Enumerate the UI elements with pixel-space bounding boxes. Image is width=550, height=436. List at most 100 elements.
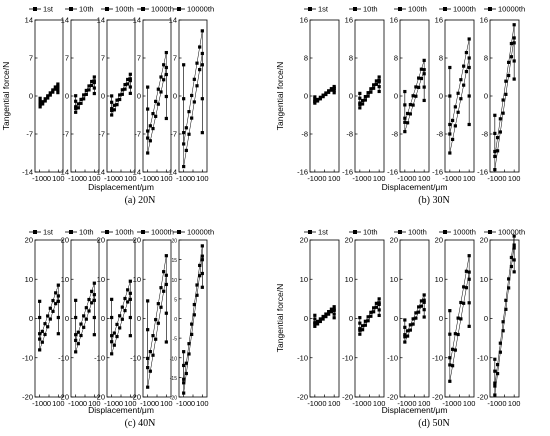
x-tick-label: -100 xyxy=(307,399,322,408)
data-point xyxy=(377,78,381,83)
data-point xyxy=(79,322,83,326)
y-axis-label: Tangential force/N xyxy=(275,62,285,131)
data-point xyxy=(422,308,426,312)
y-tick-label: 7 xyxy=(101,54,105,63)
data-point xyxy=(164,72,168,77)
x-tick-label: 100 xyxy=(124,399,137,408)
data-point xyxy=(501,111,505,115)
data-point xyxy=(38,337,42,341)
legend-label: 1000th xyxy=(151,5,174,14)
data-point xyxy=(159,286,163,290)
y-tick-label: -10 xyxy=(170,356,177,362)
figure-caption: (c) 40N xyxy=(125,418,156,429)
data-point xyxy=(493,149,497,154)
data-point xyxy=(453,105,457,109)
legend-marker xyxy=(69,230,73,234)
data-point xyxy=(408,112,412,116)
data-point xyxy=(79,101,83,105)
data-point xyxy=(493,131,497,136)
x-tick-label: 0 xyxy=(367,174,371,183)
data-point xyxy=(110,100,114,104)
data-point xyxy=(360,324,365,328)
data-point xyxy=(164,65,168,70)
data-point xyxy=(448,132,452,136)
data-point xyxy=(74,298,78,302)
y-tick-label: -7 xyxy=(26,130,33,139)
data-point xyxy=(495,372,500,376)
data-point xyxy=(82,97,86,101)
data-point xyxy=(512,270,516,274)
x-tick-label: 100 xyxy=(196,174,209,183)
x-tick-label: 100 xyxy=(88,174,101,183)
data-point xyxy=(187,132,191,136)
data-point xyxy=(40,329,44,333)
y-tick-label: -20 xyxy=(387,393,398,402)
data-point xyxy=(123,83,127,87)
data-point xyxy=(377,89,381,94)
data-point xyxy=(403,340,407,344)
y-tick-label: 14 xyxy=(61,16,69,25)
data-point xyxy=(403,89,407,94)
data-point xyxy=(56,84,60,88)
y-axis-label: Tangential force/N xyxy=(275,284,285,353)
data-point xyxy=(200,244,204,248)
y-tick-label: -10 xyxy=(477,353,488,362)
data-point xyxy=(501,320,505,324)
y-tick-label: 0 xyxy=(439,92,443,101)
y-tick-label: -10 xyxy=(342,353,353,362)
x-tick-label: 100 xyxy=(196,399,209,408)
data-point xyxy=(156,321,160,325)
series-line xyxy=(449,38,470,154)
y-tick-label: 0 xyxy=(65,314,69,323)
data-point xyxy=(51,88,55,92)
data-point xyxy=(154,337,158,341)
data-point xyxy=(403,335,407,339)
data-point xyxy=(146,85,150,89)
data-point xyxy=(504,92,508,96)
data-point xyxy=(128,72,132,76)
y-tick-label: -7 xyxy=(62,130,69,139)
y-tick-label: 8 xyxy=(394,54,398,63)
data-point xyxy=(366,91,370,95)
data-point xyxy=(448,151,452,155)
data-point xyxy=(450,364,455,368)
series-line xyxy=(147,255,167,388)
data-point xyxy=(512,258,516,262)
data-point xyxy=(56,82,60,86)
y-tick-label: -7 xyxy=(98,130,105,139)
data-point xyxy=(46,314,50,318)
data-point xyxy=(200,63,204,67)
data-point xyxy=(154,114,158,118)
data-point xyxy=(198,45,202,49)
y-tick-label: 0 xyxy=(484,92,488,101)
data-point xyxy=(369,90,373,94)
data-point xyxy=(76,330,80,334)
data-point xyxy=(200,97,204,101)
data-point xyxy=(329,310,334,314)
data-point xyxy=(38,99,42,103)
data-point xyxy=(51,90,55,94)
data-point xyxy=(164,273,168,277)
data-point xyxy=(92,75,96,79)
data-point xyxy=(405,111,410,116)
data-point xyxy=(54,302,58,306)
data-point xyxy=(358,106,362,110)
data-point xyxy=(84,317,88,321)
data-point xyxy=(38,102,42,106)
data-point xyxy=(422,293,426,297)
data-point xyxy=(363,95,367,99)
x-tick-label: -100 xyxy=(352,399,367,408)
data-point xyxy=(453,332,457,336)
data-point xyxy=(123,87,127,91)
data-point xyxy=(92,79,96,83)
x-tick-label: 0 xyxy=(47,174,51,183)
data-point xyxy=(74,350,78,354)
y-tick-label: 10 xyxy=(390,275,398,284)
y-tick-label: -10 xyxy=(297,353,308,362)
